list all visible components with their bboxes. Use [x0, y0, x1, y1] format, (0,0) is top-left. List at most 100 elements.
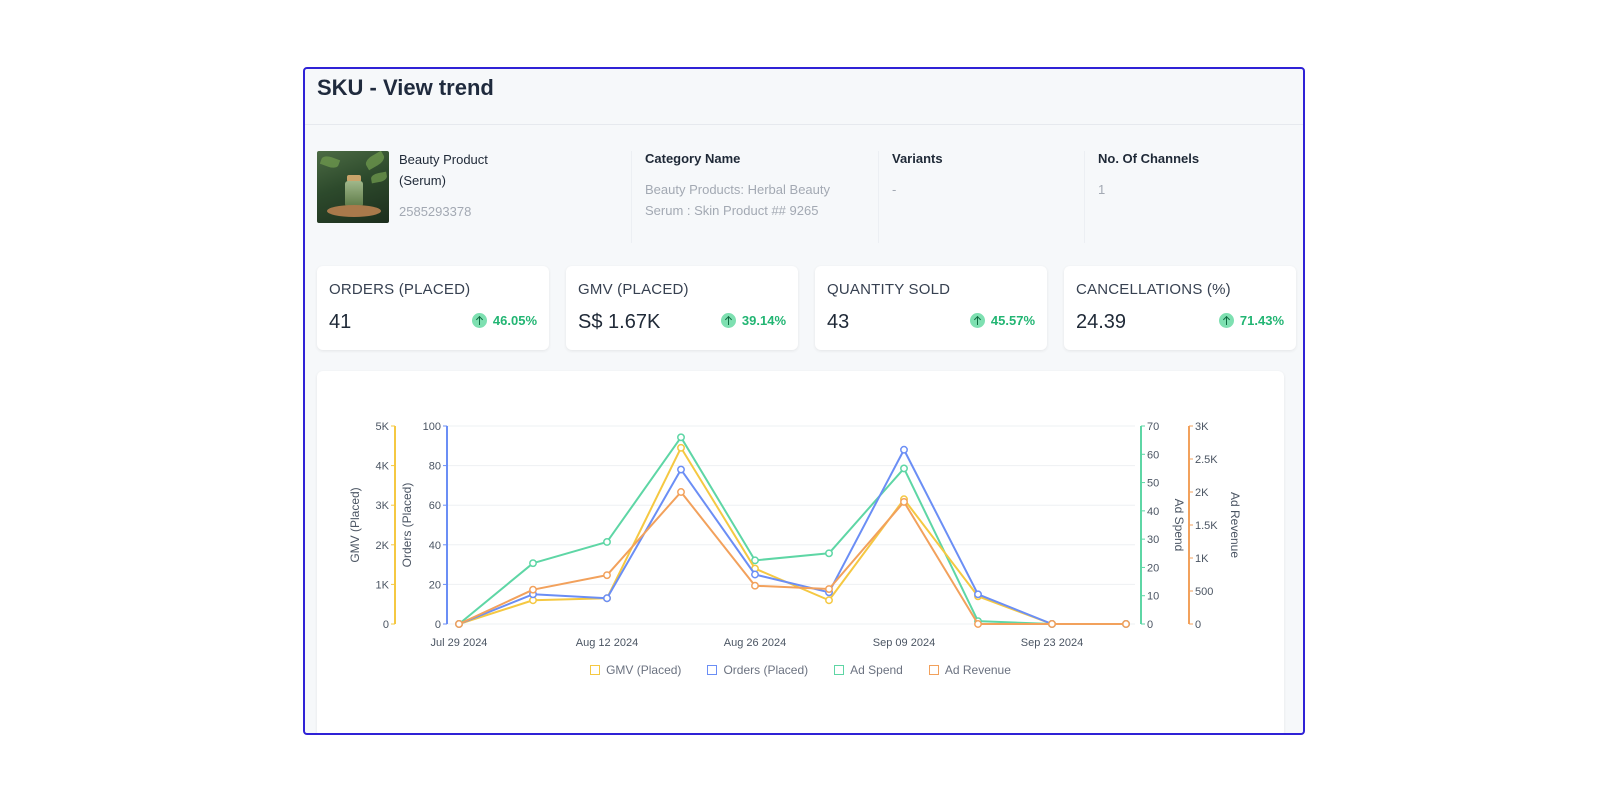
gmv-tick-label: 5K [376, 421, 390, 433]
variants-value: - [892, 182, 897, 197]
ad_revenue-tick-label: 2K [1195, 487, 1209, 499]
legend-swatch [928, 665, 939, 675]
ad_revenue-data-point [974, 620, 982, 628]
gmv-data-point [677, 443, 685, 452]
ad_spend-data-point [529, 559, 537, 568]
legend-swatch [834, 665, 845, 675]
channels-label: No. Of Channels [1098, 151, 1200, 166]
ad_spend-data-point [825, 549, 833, 558]
variants-label: Variants [892, 151, 943, 166]
column-divider [1084, 151, 1085, 243]
header-divider [305, 124, 1303, 125]
kpi-card-gmv: GMV (PLACED) S$ 1.67K 39.14% [566, 266, 798, 350]
kpi-change: 71.43% [1239, 313, 1284, 328]
orders-data-point [974, 590, 982, 599]
orders-tick-label: 80 [429, 461, 441, 473]
kpi-change: 39.14% [741, 313, 786, 328]
gmv-axis-title: GMV (Placed) [348, 487, 362, 562]
gmv-tick-label: 2K [376, 540, 390, 552]
ad_spend-tick-label: 30 [1147, 534, 1159, 546]
ad_revenue-data-point [677, 488, 685, 496]
orders-data-point [751, 570, 759, 579]
ad_revenue-series-line [458, 491, 1126, 625]
ad_revenue-tick-label: 500 [1195, 586, 1213, 598]
gmv-data-point [825, 596, 833, 605]
kpi-change: 45.57% [990, 313, 1035, 328]
gmv-series-line [458, 446, 1126, 625]
ad_spend-tick-label: 40 [1147, 506, 1159, 518]
ad_revenue-data-point [751, 581, 759, 590]
chart-legend: GMV (Placed) Orders (Placed) Ad Spend Ad Re… [317, 663, 1284, 677]
orders-tick-label: 20 [429, 579, 441, 591]
ad_spend-data-point [677, 433, 685, 442]
arrow-up-icon [969, 313, 985, 328]
ad_spend-tick-label: 60 [1147, 449, 1159, 461]
arrow-up-icon [1218, 313, 1234, 328]
page-title: SKU - View trend [317, 75, 494, 100]
legend-item-ad_revenue[interactable]: Ad Revenue [928, 663, 1011, 677]
kpi-card-orders: ORDERS (PLACED) 41 46.05% [317, 266, 549, 350]
kpi-label: ORDERS (PLACED) [329, 281, 471, 298]
x-tick-label: Aug 26 2024 [724, 637, 786, 649]
kpi-value: 43 [827, 311, 850, 333]
orders-tick-label: 100 [423, 421, 441, 433]
legend-label: Ad Spend [850, 663, 903, 677]
x-tick-label: Aug 12 2024 [576, 637, 638, 649]
ad_revenue-tick-label: 0 [1195, 619, 1201, 631]
kpi-value: 41 [329, 311, 352, 333]
product-name-text: Beauty Product (Serum) [399, 152, 488, 188]
column-divider [631, 151, 632, 243]
channels-value: 1 [1098, 182, 1106, 197]
orders-data-point [900, 445, 908, 454]
ad_revenue-tick-label: 3K [1195, 421, 1209, 433]
gmv-tick-label: 4K [376, 461, 390, 473]
x-tick-label: Sep 23 2024 [1021, 637, 1083, 649]
kpi-value: 24.39 [1076, 311, 1127, 333]
orders-axis-title: Orders (Placed) [400, 483, 414, 568]
ad_revenue-data-point [825, 585, 833, 593]
orders-tick-label: 0 [435, 619, 441, 631]
kpi-trend: 46.05% [471, 313, 537, 328]
ad_revenue-data-point [529, 585, 537, 594]
legend-swatch [707, 665, 718, 675]
x-tick-label: Jul 29 2024 [431, 637, 488, 649]
kpi-trend: 39.14% [720, 313, 786, 328]
ad_revenue-tick-label: 1.5K [1195, 520, 1218, 532]
x-tick-label: Sep 09 2024 [873, 637, 935, 649]
orders-tick-label: 60 [429, 500, 441, 512]
legend-label: GMV (Placed) [606, 663, 682, 677]
ad_spend-data-point [900, 464, 908, 473]
kpi-label: CANCELLATIONS (%) [1076, 281, 1231, 298]
legend-label: Orders (Placed) [723, 663, 809, 677]
legend-label: Ad Revenue [944, 663, 1011, 677]
ad_spend-axis-title: Ad Spend [1172, 499, 1186, 552]
kpi-card-cancellations: CANCELLATIONS (%) 24.39 71.43% [1064, 266, 1296, 350]
ad_revenue-axis-title: Ad Revenue [1228, 492, 1242, 558]
ad_spend-series-line [458, 436, 1126, 625]
ad_revenue-data-point [900, 497, 908, 506]
legend-item-orders[interactable]: Orders (Placed) [707, 663, 808, 677]
kpi-card-quantity: QUANTITY SOLD 43 45.57% [815, 266, 1047, 350]
ad_spend-tick-label: 70 [1147, 421, 1159, 433]
kpi-label: QUANTITY SOLD [827, 281, 951, 298]
sku-trend-panel: SKU - View trend Beauty Product (Serum) … [303, 67, 1305, 735]
ad_revenue-data-point [455, 620, 463, 628]
legend-item-ad_spend[interactable]: Ad Spend [834, 663, 903, 677]
trend-chart-card: 0 1K 2K 3K 4K 5K GMV (Placed) 0 20 40 60 80 100 Order… [317, 371, 1284, 733]
orders-tick-label: 40 [429, 540, 441, 552]
ad_revenue-data-point [1048, 620, 1056, 628]
product-sku-id: 2585293378 [399, 204, 472, 219]
arrow-up-icon [720, 313, 736, 328]
orders-data-point [603, 594, 611, 603]
legend-item-gmv[interactable]: GMV (Placed) [590, 663, 681, 677]
gmv-tick-label: 3K [376, 500, 390, 512]
orders-series-line [458, 448, 1126, 625]
orders-data-point [677, 465, 685, 474]
kpi-label: GMV (PLACED) [578, 281, 689, 298]
ad_revenue-data-point [603, 571, 611, 580]
ad_spend-data-point [751, 556, 759, 565]
ad_revenue-data-point [1122, 620, 1130, 628]
ad_revenue-tick-label: 2.5K [1195, 454, 1218, 466]
ad_spend-data-point [603, 538, 611, 546]
ad_spend-tick-label: 10 [1147, 591, 1159, 603]
